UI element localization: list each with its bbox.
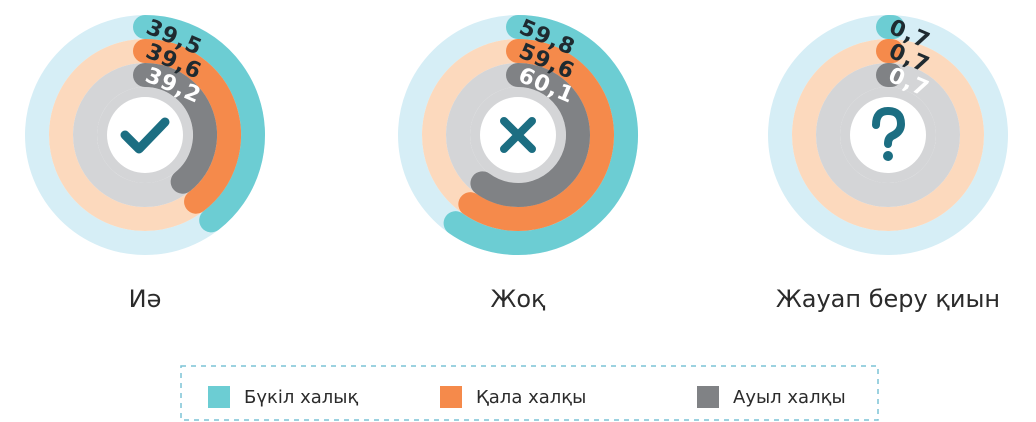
icon-question: [872, 106, 906, 148]
radial-bar: [133, 15, 265, 233]
icon-question-dot: [883, 151, 893, 161]
category-label: Жауап беру қиын: [776, 285, 1000, 313]
category-label: Иә: [129, 285, 162, 313]
icon-check: [120, 117, 170, 154]
radial-bar: [133, 39, 241, 214]
radial-bar: [443, 15, 638, 255]
legend-box: [180, 365, 879, 421]
legend-swatch: [440, 386, 462, 408]
radial-bar: [133, 63, 217, 194]
legend-label: Ауыл халқы: [733, 387, 846, 408]
radial-bar: [458, 39, 614, 231]
legend-swatch: [208, 386, 230, 408]
icon-cross: [500, 117, 536, 153]
legend-label: Бүкіл халық: [244, 387, 359, 408]
center: [107, 97, 183, 173]
legend-label: Қала халқы: [476, 387, 586, 408]
radial-bar: [470, 63, 590, 207]
legend-swatch: [697, 386, 719, 408]
category-label: Жоқ: [490, 285, 546, 313]
